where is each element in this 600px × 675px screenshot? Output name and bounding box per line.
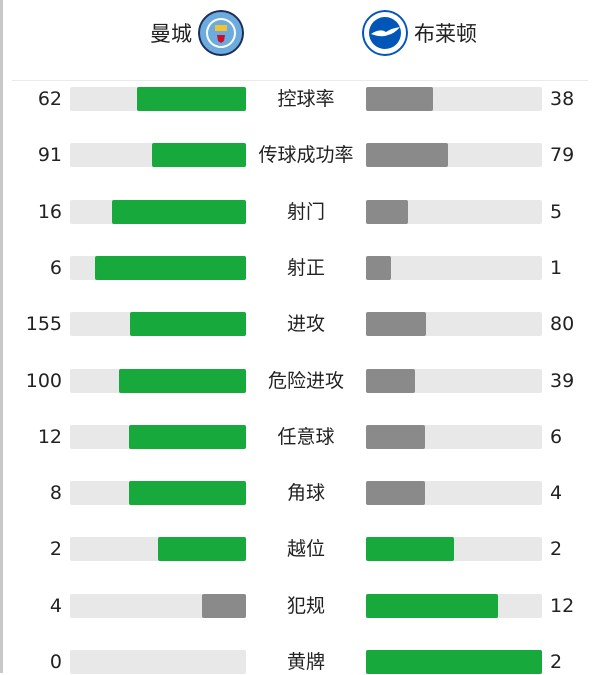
stat-label: 角球: [286, 482, 325, 505]
away-value: 4: [550, 482, 563, 505]
home-bar: [70, 87, 246, 111]
home-value: 155: [25, 313, 62, 336]
away-bar-fill: [366, 424, 425, 449]
stat-label: 危险进攻: [267, 369, 344, 392]
manchester-city-logo-icon: [198, 10, 244, 56]
home-bar-fill: [128, 424, 246, 449]
home-bar: [70, 255, 246, 280]
stat-label: 射门: [286, 200, 325, 223]
home-bar-fill: [95, 255, 246, 280]
home-value: 100: [25, 369, 62, 392]
stat-row: 100 危险进攻 39: [0, 368, 600, 394]
stat-row: 8 角球 4: [0, 480, 600, 506]
away-bar-fill: [366, 650, 542, 674]
home-bar-fill: [119, 368, 246, 393]
home-bar-fill: [136, 87, 246, 111]
home-value: 62: [37, 88, 62, 110]
home-bar: [70, 424, 246, 449]
away-value: 6: [550, 425, 563, 448]
home-bar-fill: [129, 312, 246, 337]
away-value: 80: [550, 313, 575, 336]
home-bar: [70, 593, 246, 618]
stat-label: 黄牌: [286, 651, 325, 673]
stat-row: 12 任意球 6: [0, 424, 600, 450]
away-bar-fill: [366, 368, 416, 393]
home-value: 8: [49, 482, 62, 505]
away-bar-fill: [366, 537, 454, 562]
away-bar: [366, 199, 542, 224]
home-bar: [70, 481, 246, 506]
stat-row: 4 犯规 12: [0, 593, 600, 619]
brighton-logo-icon: [362, 10, 408, 56]
away-bar: [366, 143, 542, 168]
away-bar: [366, 650, 542, 674]
away-bar-fill: [366, 593, 498, 618]
home-bar: [70, 368, 246, 393]
away-bar: [366, 368, 542, 393]
away-bar: [366, 537, 542, 562]
stat-row: 62 控球率 38: [0, 86, 600, 112]
stat-label: 射正: [286, 256, 325, 279]
away-value: 12: [550, 594, 575, 617]
header-divider: [12, 80, 588, 81]
match-header: 曼城 布莱顿: [0, 0, 600, 80]
home-bar-fill: [111, 199, 246, 224]
home-bar: [70, 312, 246, 337]
away-bar: [366, 255, 542, 280]
stat-label: 传球成功率: [258, 144, 354, 167]
stat-row: 16 射门 5: [0, 199, 600, 225]
away-bar-fill: [366, 199, 408, 224]
away-bar-fill: [366, 481, 425, 506]
away-bar: [366, 481, 542, 506]
home-value: 6: [49, 256, 62, 279]
home-bar-fill: [202, 593, 246, 618]
away-value: 79: [550, 144, 575, 167]
stat-row: 2 越位 2: [0, 536, 600, 562]
away-value: 2: [550, 538, 563, 561]
away-bar: [366, 424, 542, 449]
away-bar-fill: [366, 143, 448, 168]
away-bar: [366, 87, 542, 111]
away-value: 38: [550, 88, 575, 110]
home-value: 4: [49, 594, 62, 617]
away-bar-fill: [366, 255, 392, 280]
away-team-name: 布莱顿: [414, 22, 477, 46]
home-value: 12: [37, 425, 62, 448]
home-bar: [70, 199, 246, 224]
away-value: 1: [550, 256, 563, 279]
stat-row: 0 黄牌 2: [0, 649, 600, 675]
stat-row: 6 射正 1: [0, 255, 600, 281]
home-bar: [70, 650, 246, 674]
home-team-name: 曼城: [150, 22, 192, 46]
home-bar: [70, 143, 246, 168]
stat-row: 91 传球成功率 79: [0, 142, 600, 168]
home-bar-fill: [151, 143, 246, 168]
away-bar: [366, 312, 542, 337]
away-bar: [366, 593, 542, 618]
stat-label: 控球率: [277, 88, 335, 110]
home-bar-fill: [128, 481, 246, 506]
home-value: 2: [49, 538, 62, 561]
home-bar: [70, 537, 246, 562]
home-team[interactable]: 曼城: [150, 10, 244, 56]
home-value: 16: [37, 200, 62, 223]
home-value: 91: [37, 144, 62, 167]
away-bar-fill: [366, 87, 433, 111]
away-value: 2: [550, 651, 563, 673]
stat-row: 155 进攻 80: [0, 311, 600, 337]
away-value: 5: [550, 200, 563, 223]
away-value: 39: [550, 369, 575, 392]
stat-label: 犯规: [286, 594, 325, 617]
stat-label: 越位: [286, 538, 325, 561]
home-value: 0: [49, 651, 62, 673]
stat-label: 进攻: [286, 313, 325, 336]
home-bar-fill: [158, 537, 246, 562]
left-edge: [0, 0, 3, 673]
stat-label: 任意球: [277, 425, 335, 448]
away-team[interactable]: 布莱顿: [362, 10, 477, 56]
away-bar-fill: [366, 312, 426, 337]
